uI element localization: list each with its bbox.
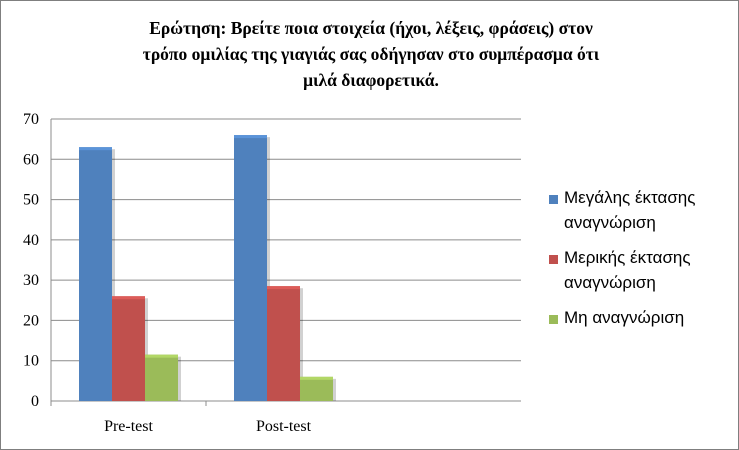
y-tick-label: 60 bbox=[23, 151, 39, 168]
bar bbox=[300, 376, 333, 401]
legend-label: Μη αναγνώριση bbox=[564, 308, 684, 327]
bar bbox=[234, 135, 267, 401]
bar-top bbox=[234, 135, 267, 139]
bar-top bbox=[300, 376, 333, 380]
y-tick-label: 50 bbox=[23, 192, 39, 209]
y-tick-label: 30 bbox=[23, 272, 39, 289]
y-tick-label: 20 bbox=[23, 312, 39, 329]
legend-label: Μεγάλης έκτασης bbox=[564, 188, 695, 207]
bar bbox=[112, 296, 145, 401]
y-tick-label: 0 bbox=[31, 393, 39, 410]
bar-top bbox=[145, 354, 178, 358]
x-tick-label: Post-test bbox=[256, 418, 312, 435]
legend-label: αναγνώριση bbox=[564, 213, 656, 232]
bar-top bbox=[79, 147, 112, 151]
bar-top bbox=[112, 296, 145, 300]
chart-title-line: μιλά διαφορετικά. bbox=[303, 70, 439, 90]
bar bbox=[79, 147, 112, 401]
chart-title: Ερώτηση: Βρείτε ποια στοιχεία (ήχοι, λέξ… bbox=[41, 15, 701, 93]
y-tick-label: 40 bbox=[23, 232, 39, 249]
y-tick-label: 10 bbox=[23, 353, 39, 370]
legend-swatch bbox=[549, 255, 558, 264]
legend-swatch bbox=[549, 315, 558, 324]
y-tick-label: 70 bbox=[23, 111, 39, 128]
bar bbox=[267, 286, 300, 401]
x-tick-label: Pre-test bbox=[104, 418, 153, 435]
chart-title-line: Ερώτηση: Βρείτε ποια στοιχεία (ήχοι, λέξ… bbox=[149, 18, 593, 38]
chart-title-line: τρόπο ομιλίας της γιαγιάς σας οδήγησαν σ… bbox=[142, 44, 600, 64]
legend-label: αναγνώριση bbox=[564, 273, 656, 292]
bar-top bbox=[267, 286, 300, 290]
bar bbox=[145, 354, 178, 401]
legend-label: Μερικής έκτασης bbox=[564, 248, 691, 267]
legend-swatch bbox=[549, 195, 558, 204]
